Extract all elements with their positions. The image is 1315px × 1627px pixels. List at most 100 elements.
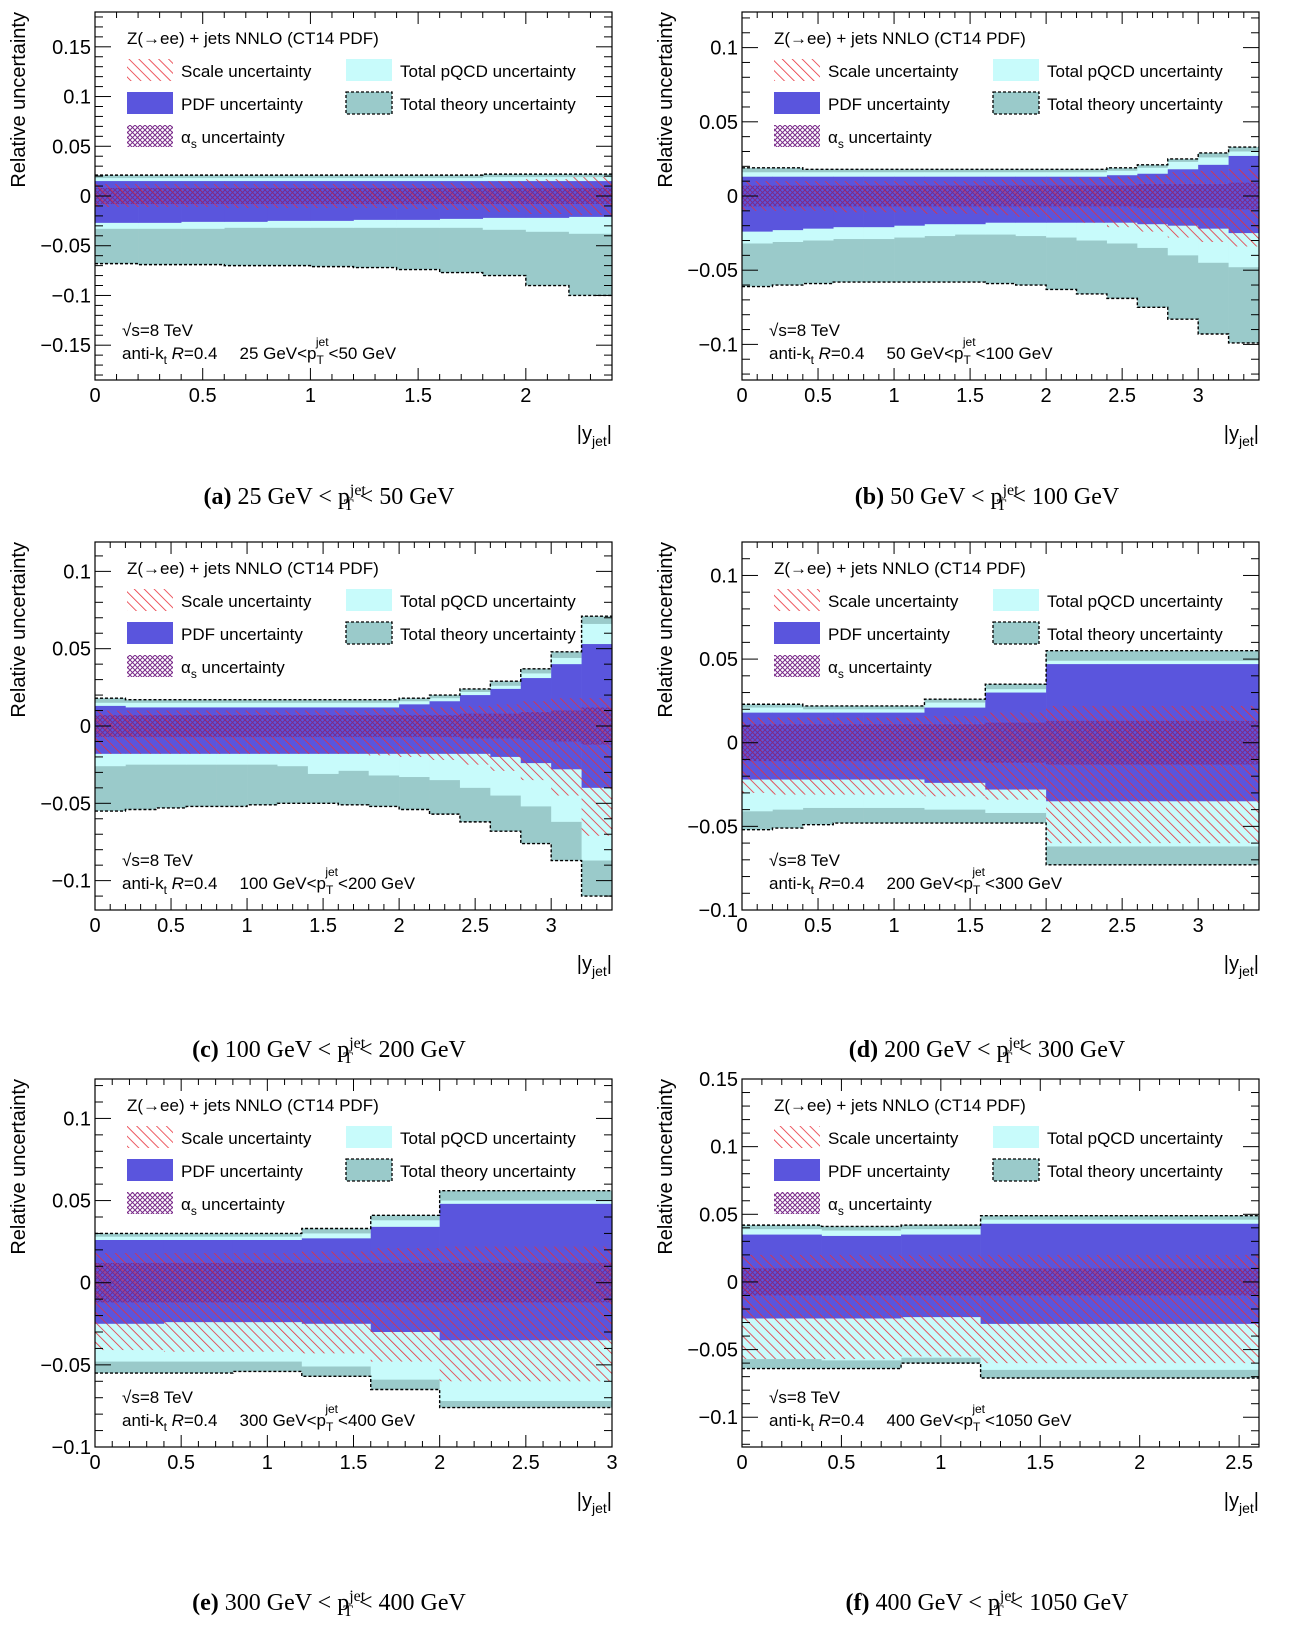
x-axis-title-main: |y: [1224, 953, 1239, 975]
alphas-band: [1167, 184, 1199, 208]
legend-alphas-text: uncertainty: [844, 1195, 932, 1214]
x-axis-title-sub: jet: [591, 1500, 607, 1516]
y-tick-label: −0.15: [40, 335, 91, 357]
legend-alphas-symbol: α: [181, 658, 191, 677]
legend-pdf-swatch: [127, 1159, 173, 1181]
alphas-band: [439, 1263, 612, 1303]
annotation-range-lo: 300 GeV<p: [239, 1411, 326, 1430]
y-axis-title: Relative uncertainty: [655, 1079, 677, 1255]
legend-theory-swatch: [992, 621, 1040, 645]
legend-theory-label: Total theory uncertainty: [400, 1162, 576, 1181]
alphas-band: [802, 185, 834, 207]
panel-b: 0 0.5 1 1.5 2 2.5 3 −0.1 −0.05 0 0.05 0.1 Relative u…: [655, 11, 1260, 449]
legend-theory-swatch: [345, 621, 393, 645]
x-tick-label: 2.5: [1108, 385, 1136, 407]
legend-theory-swatch: [992, 1158, 1040, 1182]
alphas-band: [482, 188, 527, 204]
y-tick-label: −0.05: [687, 260, 738, 282]
y-tick-label: −0.05: [40, 1355, 91, 1377]
legend-title: Z(→ee) + jets NNLO (CT14 PDF): [127, 29, 379, 48]
theory-envelope-down: [95, 262, 612, 297]
legend-alphas-label: αs uncertainty: [828, 1195, 932, 1218]
alphas-band: [338, 715, 370, 737]
alphas-band: [307, 715, 339, 737]
y-tick-label: 0.05: [52, 136, 91, 158]
alphas-band: [551, 710, 582, 742]
bands: [95, 1190, 612, 1409]
legend-alphas-text: uncertainty: [197, 128, 285, 147]
y-tick-label: 0.1: [710, 1137, 738, 1159]
y-tick-label: 0: [727, 733, 738, 755]
annotation-range-sup: jet: [971, 1402, 985, 1416]
caption-tail: < 200 GeV: [352, 1037, 466, 1063]
annotation-range-sub: T: [326, 883, 334, 897]
caption-sub: T: [343, 1049, 353, 1067]
theory-envelope-up: [742, 650, 1259, 707]
legend-alphas-sub: s: [838, 667, 844, 681]
legend-alphas-swatch: [774, 125, 820, 147]
panel-e: 0 0.5 1 1.5 2 2.5 3 −0.1 −0.05 0 0.05 0.1 Relative u…: [8, 1078, 618, 1516]
caption-c: (c) 100 GeV < pjetT < 200 GeV: [0, 1035, 658, 1068]
theory-envelope-up: [95, 1190, 612, 1235]
legend-theory-swatch: [345, 91, 393, 115]
alphas-band: [985, 185, 1017, 207]
bands: [742, 146, 1259, 344]
legend-alphas-label: αs uncertainty: [828, 658, 932, 681]
y-tick-label: 0.05: [52, 1191, 91, 1213]
alphas-band: [490, 713, 522, 739]
annotation-range-sub: T: [317, 353, 325, 367]
legend-pdf-swatch: [774, 92, 820, 114]
x-tick-label: 0.5: [189, 385, 217, 407]
legend-pdf-swatch: [774, 1159, 820, 1181]
annotation: √s=8 TeV anti-kt R=0.4 50 GeV<pTjet<100 Ge…: [769, 321, 1053, 367]
legend-alphas-sub: s: [191, 1204, 197, 1218]
annotation-algo-prefix: anti-k: [122, 1411, 164, 1430]
y-tick-label: −0.1: [699, 900, 738, 922]
alphas-band: [459, 713, 491, 739]
alphas-band: [833, 185, 864, 207]
annotation-algo-sub: t: [164, 1420, 168, 1434]
legend-pqcd-swatch: [346, 59, 392, 81]
x-tick-label: 2: [1041, 385, 1052, 407]
x-tick-label: 1: [888, 385, 899, 407]
x-tick-label: 2.5: [1225, 1452, 1253, 1474]
annotation-algo: anti-kt R=0.4 25 GeV<pTjet<50 GeV: [122, 335, 397, 367]
y-tick-label: 0.05: [699, 112, 738, 134]
x-tick-label: 0.5: [804, 915, 832, 937]
alphas-band: [399, 715, 430, 737]
legend-pqcd-label: Total pQCD uncertainty: [1047, 1129, 1223, 1148]
y-tick-label: −0.1: [699, 1407, 738, 1429]
alphas-band: [396, 188, 440, 204]
y-axis-title: Relative uncertainty: [8, 12, 30, 188]
legend-alphas-symbol: α: [181, 1195, 191, 1214]
y-tick-label: 0: [80, 186, 91, 208]
annotation-sqrts: √s=8 TeV: [122, 1388, 194, 1407]
legend-alphas-text: uncertainty: [844, 658, 932, 677]
annotation-algo-val: =0.4: [184, 1411, 218, 1430]
y-tick-label: −0.1: [52, 871, 91, 893]
x-tick-label: 3: [1193, 915, 1204, 937]
annotation-algo-val: =0.4: [831, 1411, 865, 1430]
legend-alphas-swatch: [127, 125, 173, 147]
legend-pqcd-swatch: [993, 59, 1039, 81]
alphas-band: [1046, 185, 1077, 207]
legend-alphas-text: uncertainty: [844, 128, 932, 147]
annotation-algo-R: R: [814, 1411, 831, 1430]
alphas-band: [772, 185, 804, 207]
alphas-band: [186, 715, 217, 737]
caption-tail: < 50 GeV: [353, 484, 455, 510]
alphas-band: [247, 715, 278, 737]
legend-scale-swatch: [127, 59, 173, 81]
y-tick-label: −0.05: [687, 1340, 738, 1362]
legend-alphas-sub: s: [191, 667, 197, 681]
annotation-algo-val: =0.4: [831, 874, 865, 893]
theory-envelope-up: [742, 1214, 1259, 1228]
legend-alphas-swatch: [127, 655, 173, 677]
x-axis-title-sub: jet: [1238, 1500, 1254, 1516]
x-axis-title: |yjet|: [1224, 953, 1259, 979]
x-tick-label: 0.5: [157, 915, 185, 937]
alphas-band: [568, 188, 612, 204]
annotation-range-hi: <100 GeV: [976, 344, 1054, 363]
y-axis-title: Relative uncertainty: [8, 542, 30, 718]
caption-sub: T: [343, 1602, 353, 1620]
